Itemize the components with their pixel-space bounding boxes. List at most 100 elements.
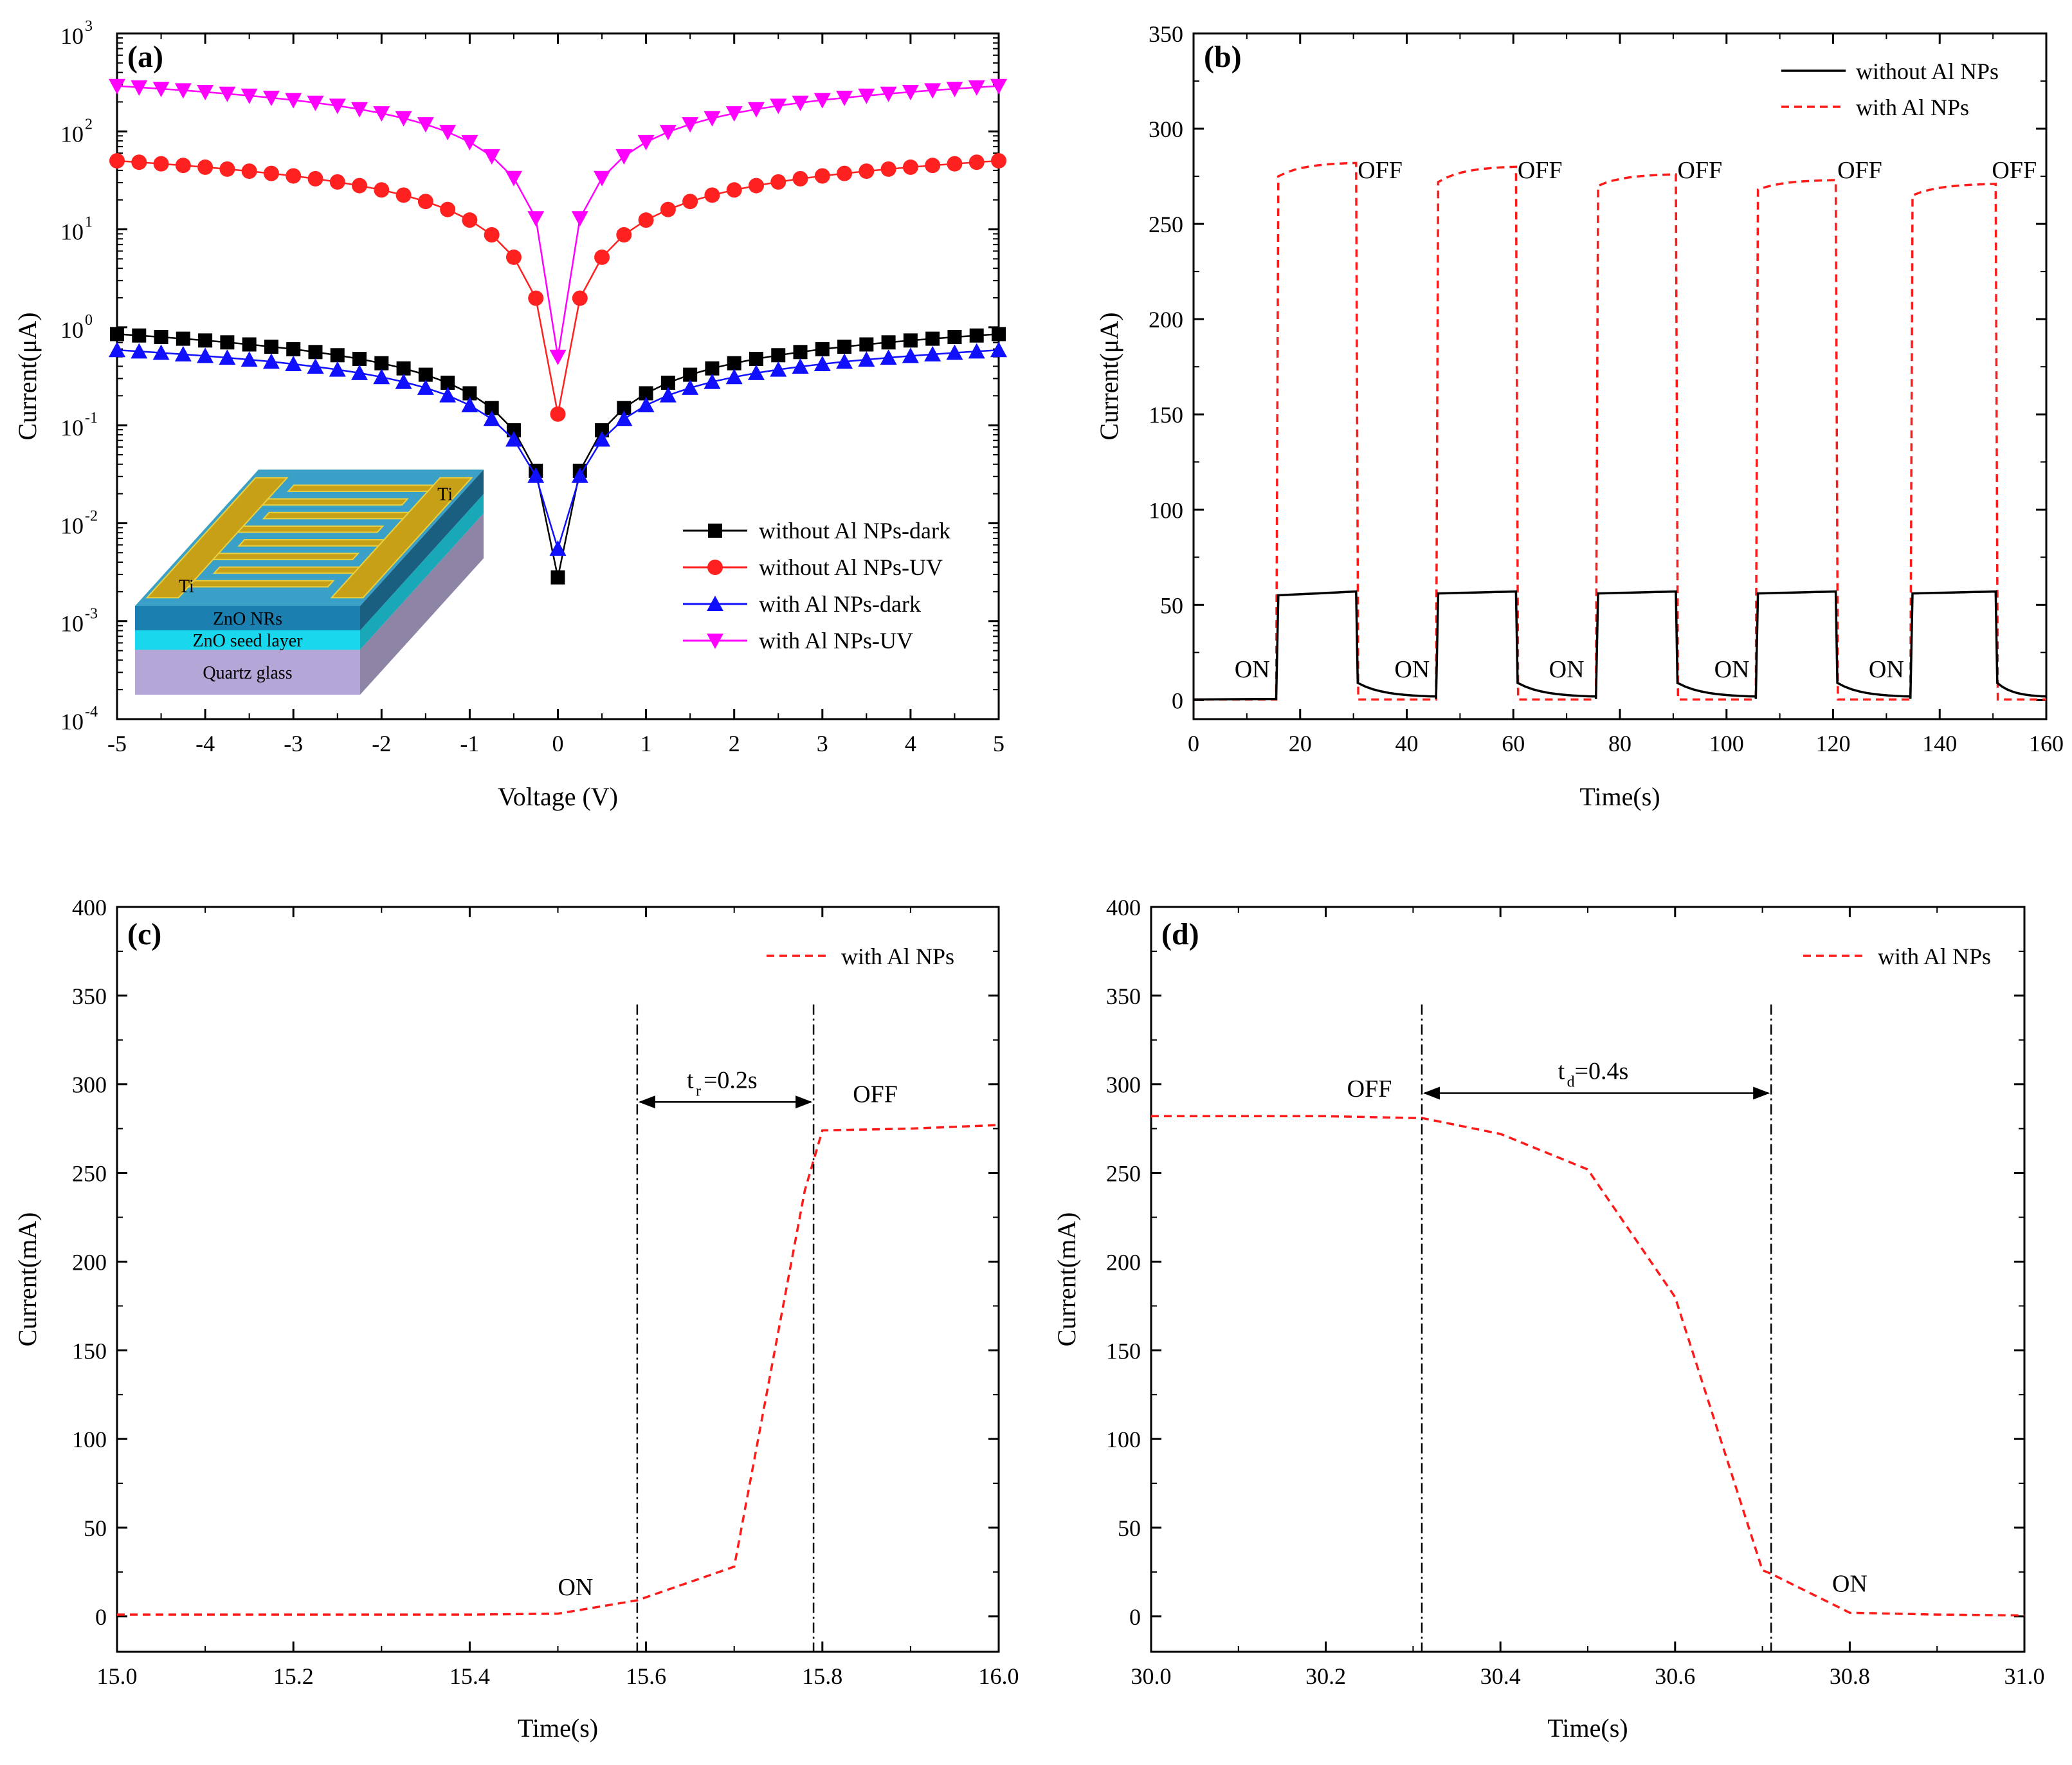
data-point-a-0 bbox=[925, 331, 940, 346]
data-point-a-3 bbox=[285, 93, 302, 109]
data-point-a-3 bbox=[858, 88, 875, 104]
legend-label-a-2: with Al NPs-dark bbox=[759, 591, 921, 617]
inset-layer-side bbox=[360, 470, 484, 630]
series-line-a-3 bbox=[116, 85, 999, 357]
data-point-a-2 bbox=[329, 361, 346, 377]
data-point-a-3 bbox=[990, 78, 1007, 95]
data-point-a-1 bbox=[109, 152, 125, 169]
data-point-a-0 bbox=[881, 335, 896, 350]
x-tick-label-c: 15.0 bbox=[97, 1663, 138, 1689]
data-point-a-0 bbox=[660, 376, 675, 390]
data-point-a-2 bbox=[241, 351, 258, 367]
data-point-a-1 bbox=[219, 161, 235, 177]
y-tick-label-d: 150 bbox=[1106, 1338, 1141, 1364]
x-tick-label-d: 30.6 bbox=[1655, 1663, 1695, 1689]
y-tick-label-a: 10 bbox=[60, 415, 84, 441]
data-point-a-1 bbox=[968, 154, 985, 170]
x-tick-label-a: 1 bbox=[641, 731, 652, 756]
series-line-d bbox=[1151, 1115, 2025, 1617]
data-point-a-0 bbox=[771, 348, 786, 363]
data-point-a-3 bbox=[197, 84, 214, 100]
data-point-a-3 bbox=[329, 98, 346, 114]
data-point-a-2 bbox=[571, 467, 588, 483]
data-point-a-2 bbox=[395, 373, 412, 389]
inset-layer-front bbox=[135, 650, 360, 695]
data-point-a-2 bbox=[990, 342, 1007, 358]
inset-layer-side bbox=[360, 494, 484, 650]
y-tick-label-c: 200 bbox=[72, 1249, 107, 1275]
x-tick-label-a: 5 bbox=[993, 731, 1004, 756]
plot-frame-b bbox=[1192, 32, 2048, 720]
x-tick-label-c: 15.2 bbox=[273, 1663, 314, 1689]
y-tick-exponent-a: 2 bbox=[85, 116, 93, 133]
y-tick-label-d: 200 bbox=[1106, 1249, 1141, 1275]
inset-label-ti-right: Ti bbox=[437, 485, 453, 505]
y-tick-label-a: 10 bbox=[60, 611, 84, 637]
y-tick-label-b: 0 bbox=[1172, 688, 1183, 713]
annotation-off-b: OFF bbox=[1992, 157, 2037, 184]
x-tick-label-a: -2 bbox=[372, 731, 391, 756]
data-point-a-2 bbox=[373, 369, 390, 385]
data-point-a-1 bbox=[550, 406, 566, 422]
inset-layer-front bbox=[135, 630, 360, 650]
x-tick-label-b: 40 bbox=[1395, 731, 1419, 756]
y-tick-label-d: 250 bbox=[1106, 1161, 1141, 1187]
x-tick-label-b: 160 bbox=[2029, 731, 2064, 756]
data-point-a-0 bbox=[198, 333, 213, 348]
data-point-a-3 bbox=[571, 211, 588, 227]
y-tick-label-b: 350 bbox=[1149, 21, 1183, 47]
data-point-a-3 bbox=[747, 102, 765, 118]
data-point-a-0 bbox=[220, 335, 235, 350]
inset-electrode-finger bbox=[262, 511, 410, 520]
chart-panel-b: 0 20 40 60 80 100 120 140 160 0 50 100 150 200 250 300 3… bbox=[1095, 21, 2064, 811]
inset-electrode-finger bbox=[260, 498, 409, 506]
data-point-a-1 bbox=[704, 187, 720, 203]
data-point-a-0 bbox=[396, 361, 411, 376]
inset-electrode-finger bbox=[237, 539, 386, 547]
data-point-a-3 bbox=[351, 102, 368, 118]
inset-electrode-finger bbox=[236, 525, 385, 533]
legend-marker-a-0 bbox=[708, 524, 722, 538]
data-point-a-3 bbox=[527, 211, 545, 227]
data-point-a-0 bbox=[639, 386, 653, 401]
y-tick-label-d: 50 bbox=[1118, 1515, 1141, 1541]
chart-panel-c: 15.0 15.2 15.4 15.6 15.8 16.0 0 50 100 150 200 250 3… bbox=[13, 895, 1019, 1742]
arrow-label-sub-d: d bbox=[1567, 1074, 1575, 1091]
y-axis-label-d: Current(mA) bbox=[1052, 1212, 1081, 1347]
x-axis-label-c: Time(s) bbox=[518, 1714, 598, 1742]
y-tick-label-b: 300 bbox=[1149, 116, 1183, 142]
data-point-a-3 bbox=[682, 117, 699, 133]
data-point-a-3 bbox=[241, 88, 258, 104]
data-point-a-2 bbox=[946, 344, 963, 360]
arrow-label-main-d: t bbox=[1558, 1058, 1565, 1085]
data-point-a-1 bbox=[352, 178, 368, 194]
legend-label-a-3: with Al NPs-UV bbox=[759, 628, 913, 654]
panel-label-c: (c) bbox=[127, 917, 161, 951]
y-tick-exponent-a: -4 bbox=[85, 704, 98, 720]
data-point-a-2 bbox=[262, 353, 280, 369]
y-tick-label-a: 10 bbox=[60, 121, 84, 147]
y-tick-label-d: 100 bbox=[1106, 1427, 1141, 1452]
data-point-a-1 bbox=[197, 159, 214, 175]
data-point-a-3 bbox=[373, 106, 390, 122]
data-point-a-1 bbox=[770, 174, 786, 190]
annotation-on-b: ON bbox=[1869, 656, 1904, 683]
data-point-a-3 bbox=[924, 83, 941, 99]
data-point-a-1 bbox=[814, 168, 830, 184]
data-point-a-1 bbox=[153, 156, 169, 172]
series-line-a-1 bbox=[116, 160, 999, 415]
data-point-a-2 bbox=[417, 379, 434, 395]
data-point-a-0 bbox=[242, 337, 257, 352]
data-point-a-0 bbox=[506, 423, 521, 437]
arrow-label-sub-c: r bbox=[696, 1083, 701, 1099]
y-tick-exponent-a: -1 bbox=[85, 410, 98, 426]
data-point-a-0 bbox=[749, 351, 763, 366]
data-point-a-0 bbox=[727, 356, 741, 370]
x-tick-label-a: 3 bbox=[817, 731, 828, 756]
y-tick-label-c: 400 bbox=[72, 895, 107, 920]
data-point-a-1 bbox=[837, 165, 853, 181]
data-point-a-2 bbox=[637, 396, 655, 412]
data-point-a-0 bbox=[176, 331, 190, 346]
data-point-a-3 bbox=[704, 111, 721, 127]
inset-layer-label: ZnO seed layer bbox=[192, 631, 303, 651]
